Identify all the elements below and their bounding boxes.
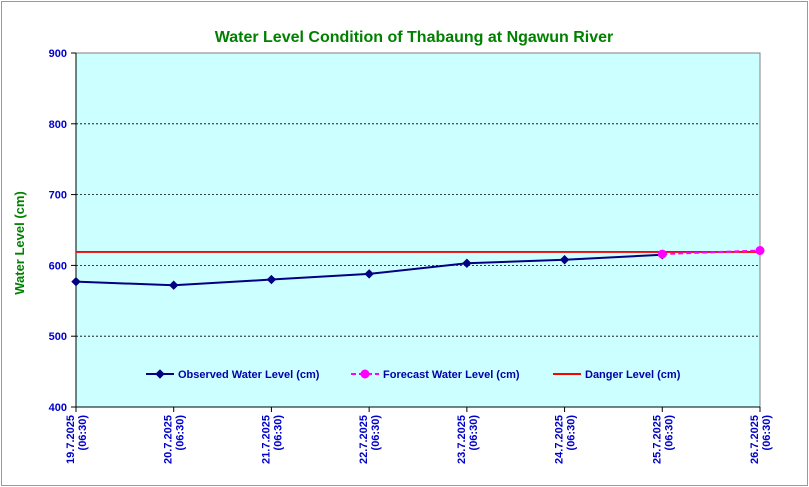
legend-label: Forecast Water Level (cm): [383, 369, 520, 381]
y-tick-label: 900: [49, 48, 67, 60]
data-point: [755, 246, 765, 256]
legend: Observed Water Level (cm) Forecast Water …: [146, 369, 681, 381]
x-tick-label-time: (06:30): [761, 415, 773, 451]
data-point: [559, 255, 570, 265]
series-observed-water-level-cm: [71, 250, 667, 290]
x-tick-label-time: (06:30): [566, 415, 578, 451]
legend-item: Observed Water Level (cm): [146, 369, 320, 381]
data-point: [71, 276, 81, 287]
series-line: [662, 249, 761, 256]
x-tick-label-date: 25.7.2025: [651, 415, 663, 464]
data-point: [657, 249, 667, 259]
legend-item: Danger Level (cm): [553, 369, 681, 381]
x-tick-label: 26.7.2025 (06:30): [749, 415, 773, 464]
x-tick-label-time: (06:30): [468, 415, 480, 451]
grid-lines: [76, 123, 760, 337]
y-tick-label: 400: [49, 402, 67, 414]
x-tick-label-time: (06:30): [663, 415, 675, 451]
data-point: [364, 269, 374, 279]
x-tick-label: 21.7.2025 (06:30): [260, 415, 284, 464]
x-tick-label-date: 24.7.2025: [554, 415, 566, 464]
x-tick-label-date: 26.7.2025: [749, 415, 761, 464]
y-tick-label: 800: [49, 119, 67, 131]
x-tick-label: 24.7.2025 (06:30): [554, 415, 578, 464]
legend-swatch-marker: [360, 369, 370, 379]
data-point: [169, 280, 179, 290]
legend-label: Danger Level (cm): [585, 369, 681, 381]
x-tick-label-date: 20.7.2025: [163, 415, 175, 464]
x-tick-label: 22.7.2025 (06:30): [358, 415, 382, 464]
x-tick-label-time: (06:30): [370, 415, 382, 451]
x-tick-label-date: 21.7.2025: [260, 415, 272, 464]
legend-item: Forecast Water Level (cm): [351, 369, 520, 381]
x-tick-label-time: (06:30): [272, 415, 284, 451]
x-tick-label: 20.7.2025 (06:30): [163, 415, 187, 464]
y-tick-label: 500: [49, 331, 67, 343]
legend-swatch-marker: [155, 369, 165, 379]
x-tick-label-time: (06:30): [175, 415, 187, 451]
x-tick-label-date: 23.7.2025: [456, 415, 468, 464]
x-tick-label: 25.7.2025 (06:30): [651, 415, 675, 464]
x-tick-label-date: 19.7.2025: [65, 415, 77, 464]
y-axis-label: Water Level (cm): [12, 191, 27, 295]
x-tick-label-date: 22.7.2025: [358, 415, 370, 464]
x-tick-label: 23.7.2025 (06:30): [456, 415, 480, 464]
plot-area: [75, 52, 761, 408]
y-tick-label: 600: [49, 260, 67, 272]
series-forecast-water-level-cm: [657, 246, 765, 259]
series-layer: [71, 246, 765, 290]
x-tick-label-time: (06:30): [77, 415, 89, 451]
data-point: [462, 258, 472, 268]
legend-label: Observed Water Level (cm): [178, 369, 320, 381]
chart-title: Water Level Condition of Thabaung at Nga…: [215, 29, 614, 46]
y-tick-label: 700: [49, 190, 67, 202]
x-tick-label: 19.7.2025 (06:30): [65, 415, 89, 464]
data-point: [266, 274, 277, 285]
